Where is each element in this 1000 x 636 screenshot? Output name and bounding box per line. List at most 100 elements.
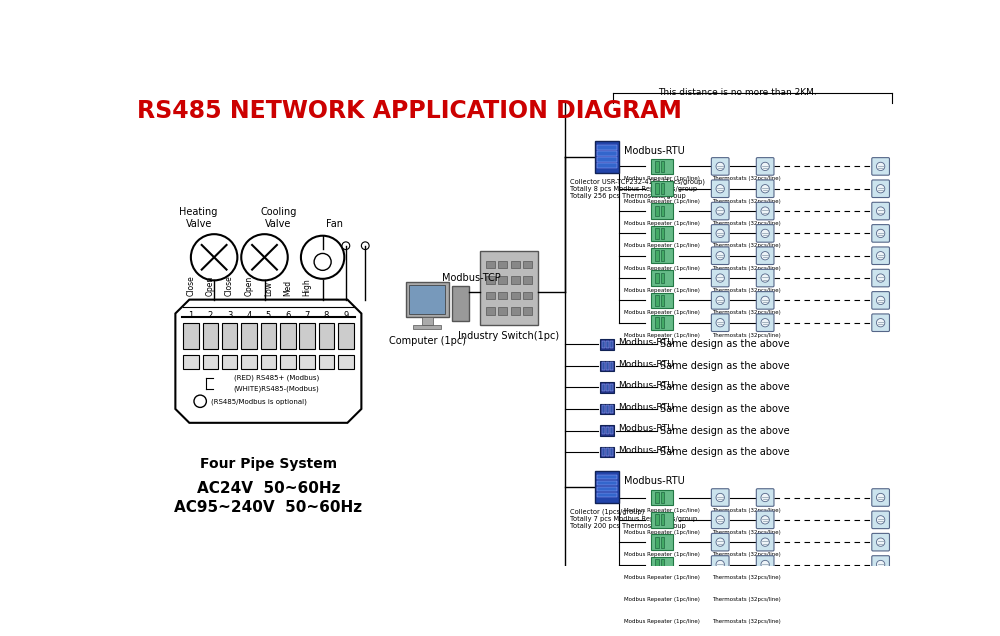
Bar xyxy=(523,291,532,299)
Bar xyxy=(655,273,659,284)
Bar xyxy=(655,183,659,194)
Circle shape xyxy=(716,583,724,591)
Bar xyxy=(661,183,664,194)
FancyBboxPatch shape xyxy=(756,556,774,573)
Bar xyxy=(299,355,315,369)
Bar xyxy=(651,181,673,197)
Text: Modbus Repeater (1pc/line): Modbus Repeater (1pc/line) xyxy=(624,310,700,315)
Bar xyxy=(600,404,614,414)
Bar xyxy=(486,276,495,284)
Bar xyxy=(597,493,617,497)
Bar xyxy=(602,448,605,456)
Bar xyxy=(486,307,495,315)
Bar xyxy=(655,161,659,172)
Text: Four Pipe System: Four Pipe System xyxy=(200,457,337,471)
Bar xyxy=(511,261,520,268)
Text: Open: Open xyxy=(244,275,254,296)
Bar xyxy=(600,425,614,436)
Bar xyxy=(661,295,664,306)
Circle shape xyxy=(716,494,724,502)
Bar xyxy=(661,537,664,548)
Circle shape xyxy=(761,560,769,569)
Circle shape xyxy=(191,234,237,280)
Bar xyxy=(610,448,613,456)
Text: Thermostats (32pcs/line): Thermostats (32pcs/line) xyxy=(712,574,781,579)
Circle shape xyxy=(716,627,724,635)
Circle shape xyxy=(716,207,724,215)
Bar xyxy=(597,151,617,156)
FancyBboxPatch shape xyxy=(711,556,729,573)
Circle shape xyxy=(716,560,724,569)
Text: Close: Close xyxy=(225,275,234,296)
Bar xyxy=(651,512,673,527)
Circle shape xyxy=(761,207,769,215)
Bar xyxy=(600,361,614,371)
FancyBboxPatch shape xyxy=(872,202,889,220)
Bar xyxy=(523,307,532,315)
Text: Modbus-RTU: Modbus-RTU xyxy=(618,338,674,347)
Bar xyxy=(661,492,664,503)
Bar xyxy=(655,251,659,261)
FancyBboxPatch shape xyxy=(711,202,729,220)
Text: Heating
Valve: Heating Valve xyxy=(179,207,218,229)
Bar xyxy=(486,261,495,268)
Text: Thermostats (32pcs/line): Thermostats (32pcs/line) xyxy=(712,221,781,226)
Bar xyxy=(241,322,257,349)
Circle shape xyxy=(876,162,885,170)
Bar xyxy=(597,163,617,168)
Text: 6: 6 xyxy=(285,312,290,321)
Circle shape xyxy=(301,236,344,279)
Text: 8: 8 xyxy=(324,312,329,321)
Circle shape xyxy=(761,319,769,327)
Bar xyxy=(486,291,495,299)
FancyBboxPatch shape xyxy=(872,314,889,331)
Circle shape xyxy=(876,296,885,305)
Bar xyxy=(338,322,354,349)
Bar xyxy=(610,427,613,434)
FancyBboxPatch shape xyxy=(711,247,729,265)
Circle shape xyxy=(876,229,885,238)
Text: Same design as the above: Same design as the above xyxy=(660,425,789,436)
FancyBboxPatch shape xyxy=(872,534,889,551)
Bar xyxy=(655,537,659,548)
Bar xyxy=(511,307,520,315)
Circle shape xyxy=(241,234,288,280)
Circle shape xyxy=(342,242,350,249)
Text: Modbus Repeater (1pc/line): Modbus Repeater (1pc/line) xyxy=(624,552,700,557)
Text: Low: Low xyxy=(264,280,273,296)
FancyBboxPatch shape xyxy=(872,578,889,595)
Circle shape xyxy=(716,296,724,305)
Text: Fan: Fan xyxy=(326,219,343,229)
Bar xyxy=(661,273,664,284)
Bar xyxy=(409,286,445,314)
Bar xyxy=(661,581,664,592)
Bar xyxy=(523,261,532,268)
Text: 4: 4 xyxy=(246,312,252,321)
Text: (RED) RS485+ (Modbus): (RED) RS485+ (Modbus) xyxy=(234,375,319,382)
Bar xyxy=(498,307,507,315)
Circle shape xyxy=(876,605,885,613)
Circle shape xyxy=(716,605,724,613)
FancyBboxPatch shape xyxy=(872,292,889,309)
Text: Same design as the above: Same design as the above xyxy=(660,361,789,371)
Text: Thermostats (32pcs/line): Thermostats (32pcs/line) xyxy=(712,508,781,513)
Text: Thermostats (32pcs/line): Thermostats (32pcs/line) xyxy=(712,266,781,271)
Bar xyxy=(222,322,237,349)
Bar xyxy=(606,405,609,413)
Circle shape xyxy=(876,627,885,635)
Circle shape xyxy=(876,319,885,327)
Bar xyxy=(655,604,659,614)
Text: 3: 3 xyxy=(227,312,232,321)
Bar xyxy=(602,427,605,434)
Text: Modbus-TCP: Modbus-TCP xyxy=(442,273,501,283)
Bar xyxy=(222,355,237,369)
FancyBboxPatch shape xyxy=(872,600,889,618)
Bar xyxy=(661,515,664,525)
Bar xyxy=(602,362,605,370)
Text: AC24V  50~60Hz: AC24V 50~60Hz xyxy=(197,481,340,495)
Circle shape xyxy=(876,538,885,546)
Bar xyxy=(498,291,507,299)
Text: High: High xyxy=(303,278,312,296)
Circle shape xyxy=(716,184,724,193)
Circle shape xyxy=(761,583,769,591)
